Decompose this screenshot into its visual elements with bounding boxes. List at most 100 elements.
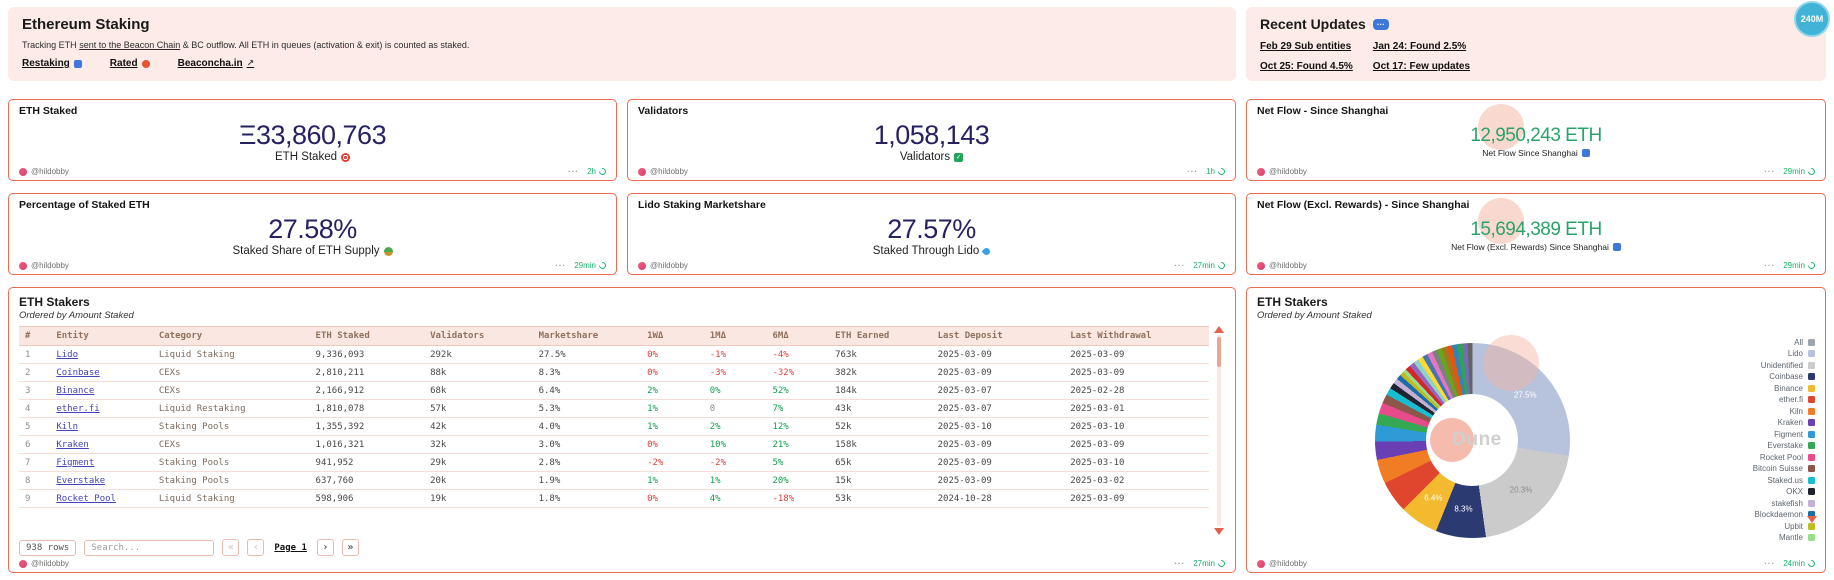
refresh-time[interactable]: 27min	[1193, 558, 1227, 569]
entity-link[interactable]: Rocket Pool	[56, 493, 116, 504]
scrollbar-thumb[interactable]	[1217, 337, 1221, 367]
entity-link[interactable]: Kiln	[56, 421, 79, 432]
entity-link[interactable]: Binance	[56, 385, 95, 396]
author-link[interactable]: @hildobby	[638, 261, 688, 270]
refresh-icon	[1806, 260, 1817, 271]
author-link[interactable]: @hildobby	[19, 167, 69, 176]
legend-item[interactable]: Mantle	[1687, 533, 1815, 542]
legend-item[interactable]: Everstake	[1687, 441, 1815, 450]
stakers-donut-chart[interactable]: Dune	[1374, 342, 1570, 538]
legend-item[interactable]: ether.fi	[1687, 395, 1815, 404]
more-options-icon[interactable]: ···	[1764, 559, 1776, 568]
next-page-button[interactable]: ›	[316, 539, 334, 556]
legend-scroll-down-icon[interactable]	[1807, 516, 1817, 523]
legend-item[interactable]: OKX	[1687, 487, 1815, 496]
more-options-icon[interactable]: ···	[1187, 167, 1199, 176]
more-options-icon[interactable]: ···	[1764, 261, 1776, 270]
category-cell: Liquid Staking	[152, 489, 310, 508]
refresh-time[interactable]: 1h	[1206, 166, 1227, 177]
more-options-icon[interactable]: ···	[1764, 167, 1776, 176]
validators-cell: 19k	[424, 489, 533, 508]
avatar	[1257, 559, 1265, 568]
column-header-6m-[interactable]: 6MΔ	[766, 326, 830, 346]
refresh-time[interactable]: 29min	[574, 260, 608, 271]
legend-item[interactable]: Coinbase	[1687, 372, 1815, 381]
legend-item[interactable]: Blockdaemon	[1687, 510, 1815, 519]
column-header-1w-[interactable]: 1WΔ	[641, 326, 704, 346]
more-options-icon[interactable]: ···	[1174, 261, 1186, 270]
legend-item[interactable]: stakefish	[1687, 499, 1815, 508]
more-options-icon[interactable]: ···	[1174, 559, 1186, 568]
more-options-icon[interactable]: ···	[568, 167, 580, 176]
legend-item[interactable]: Staked.us	[1687, 476, 1815, 485]
legend-item[interactable]: Upbit	[1687, 522, 1815, 531]
delta-6m-cell: 20%	[766, 471, 830, 490]
prev-page-button[interactable]: ‹	[247, 539, 265, 556]
more-options-icon[interactable]: ···	[555, 261, 567, 270]
legend-swatch	[1808, 407, 1815, 415]
refresh-time[interactable]: 29min	[1783, 260, 1817, 271]
author-link[interactable]: @hildobby	[19, 559, 69, 568]
legend-item[interactable]: Bitcoin Suisse	[1687, 464, 1815, 473]
update-link-oct17[interactable]: Oct 17: Few updates	[1372, 61, 1471, 72]
restaking-link[interactable]: Restaking	[22, 58, 82, 69]
last-page-button[interactable]: »	[341, 539, 359, 556]
last-withdrawal-cell: 2025-03-10	[1064, 417, 1209, 436]
column-header-last-deposit[interactable]: Last Deposit	[931, 326, 1065, 346]
updates-badge-icon[interactable]: ···	[1372, 18, 1389, 30]
entity-link[interactable]: Kraken	[56, 439, 89, 450]
refresh-time[interactable]: 2h	[587, 166, 608, 177]
legend-item[interactable]: Binance	[1687, 384, 1815, 393]
author-link[interactable]: @hildobby	[19, 261, 69, 270]
scrollbar-track[interactable]	[1217, 335, 1221, 526]
page-indicator[interactable]: Page 1	[274, 542, 307, 553]
search-input[interactable]	[84, 539, 215, 556]
avatar	[19, 261, 27, 270]
column-header-validators[interactable]: Validators	[424, 326, 533, 346]
author-link[interactable]: @hildobby	[1257, 559, 1307, 568]
caption-text: Net Flow Since Shanghai	[1482, 148, 1578, 158]
legend-item[interactable]: Unidentified	[1687, 361, 1815, 370]
author-link[interactable]: @hildobby	[1257, 167, 1307, 176]
update-link-oct25[interactable]: Oct 25: Found 4.5%	[1260, 61, 1353, 72]
first-page-button[interactable]: «	[222, 539, 240, 556]
scroll-up-icon[interactable]	[1214, 326, 1224, 333]
legend-item[interactable]: Rocket Pool	[1687, 453, 1815, 462]
column-header-marketshare[interactable]: Marketshare	[532, 326, 642, 346]
rated-link[interactable]: Rated	[110, 58, 150, 69]
column-header-category[interactable]: Category	[152, 326, 310, 346]
beaconchain-link[interactable]: Beaconcha.in ↗	[178, 58, 255, 69]
credits-badge[interactable]: 240M	[1794, 1, 1830, 37]
legend-item[interactable]: Kraken	[1687, 418, 1815, 427]
column-header--[interactable]: #	[19, 326, 51, 346]
entity-link[interactable]: Everstake	[56, 475, 106, 486]
legend-item[interactable]: Kiln	[1687, 407, 1815, 416]
update-link-jan24[interactable]: Jan 24: Found 2.5%	[1372, 41, 1467, 52]
eth-earned-cell: 53k	[829, 489, 932, 508]
legend-item[interactable]: All	[1687, 338, 1815, 347]
lido-marketshare-card: Lido Staking Marketshare 27.57% Staked T…	[627, 193, 1236, 275]
column-header-last-withdrawal[interactable]: Last Withdrawal	[1064, 326, 1209, 346]
legend-item[interactable]: Figment	[1687, 430, 1815, 439]
entity-link[interactable]: Figment	[56, 457, 95, 468]
legend-item[interactable]: Lido	[1687, 349, 1815, 358]
refresh-time[interactable]: 24min	[1783, 558, 1817, 569]
author-link[interactable]: @hildobby	[1257, 261, 1307, 270]
entity-link[interactable]: Coinbase	[56, 367, 100, 378]
entity-link[interactable]: ether.fi	[56, 403, 100, 414]
table-scrollbar[interactable]	[1213, 326, 1225, 535]
column-header-eth-earned[interactable]: ETH Earned	[829, 326, 932, 346]
rank-cell: 4	[19, 399, 51, 418]
column-header-eth-staked[interactable]: ETH Staked	[309, 326, 425, 346]
author-link[interactable]: @hildobby	[638, 167, 688, 176]
card-title: Validators	[638, 105, 689, 117]
entity-link[interactable]: Lido	[56, 349, 79, 360]
beacon-chain-link[interactable]: sent to the Beacon Chain	[79, 40, 181, 50]
update-link-feb29[interactable]: Feb 29 Sub entities	[1260, 41, 1352, 52]
table-row: 4 ether.fi Liquid Restaking 1,810,078 57k 5.3…	[19, 399, 1209, 418]
refresh-time[interactable]: 29min	[1783, 166, 1817, 177]
scroll-down-icon[interactable]	[1214, 528, 1224, 535]
refresh-time[interactable]: 27min	[1193, 260, 1227, 271]
column-header-1m-[interactable]: 1MΔ	[703, 326, 767, 346]
column-header-entity[interactable]: Entity	[50, 326, 153, 346]
